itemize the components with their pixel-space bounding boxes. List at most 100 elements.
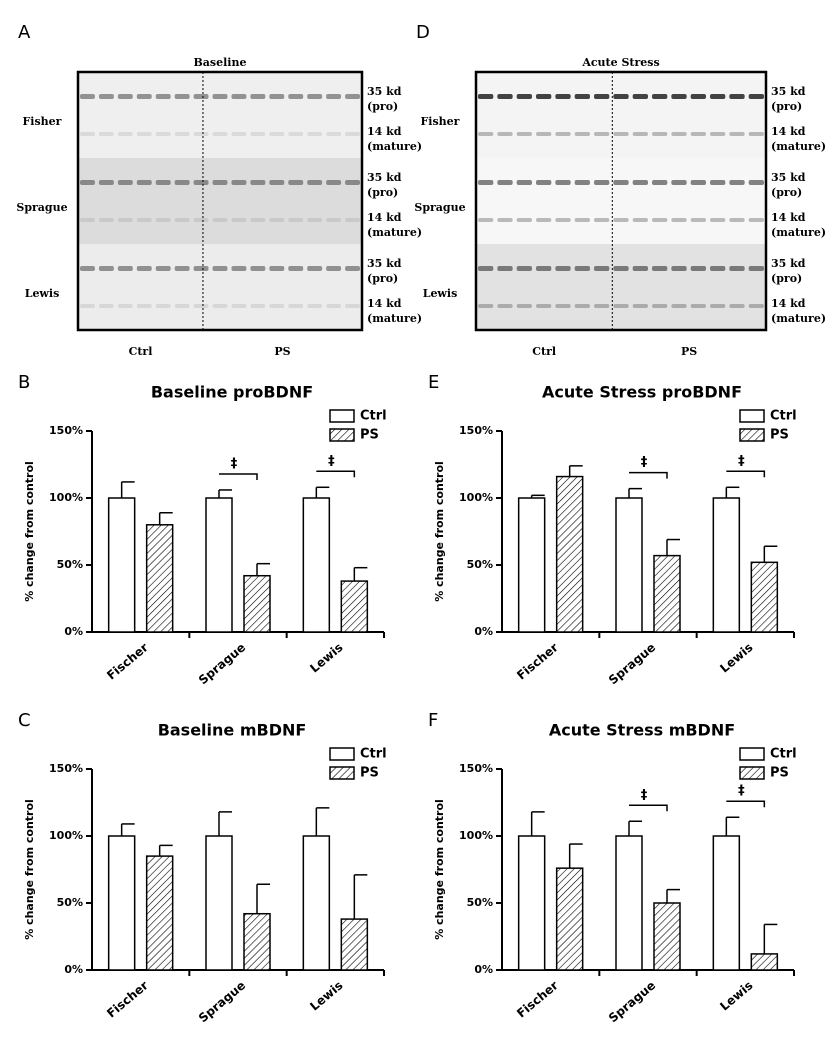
- band-label: 35 kd: [771, 171, 806, 184]
- band: [117, 180, 133, 185]
- band: [613, 132, 629, 136]
- group-label: Ctrl: [532, 345, 556, 358]
- row-label: Sprague: [414, 201, 465, 214]
- x-tick-label: Sprague: [196, 978, 248, 1025]
- band: [536, 304, 552, 308]
- band: [497, 218, 513, 222]
- band: [174, 304, 190, 308]
- band: [671, 218, 687, 222]
- band: [250, 266, 266, 271]
- legend-label: PS: [770, 766, 789, 781]
- band: [288, 94, 304, 99]
- significance-label: ‡: [738, 454, 745, 469]
- legend-label: Ctrl: [770, 747, 797, 762]
- band: [574, 94, 590, 99]
- band: [652, 180, 668, 185]
- band-label: (pro): [771, 272, 802, 285]
- band-label: (pro): [367, 186, 398, 199]
- x-tick-label: Sprague: [606, 978, 658, 1025]
- band: [326, 304, 342, 308]
- band: [594, 94, 610, 99]
- band-label: (pro): [367, 100, 398, 113]
- band: [516, 180, 532, 185]
- band: [231, 132, 247, 136]
- band: [478, 180, 494, 185]
- band: [594, 266, 610, 271]
- band-label: (pro): [771, 186, 802, 199]
- band: [710, 218, 726, 222]
- band: [80, 132, 95, 136]
- band: [193, 132, 209, 136]
- band-label: (mature): [367, 140, 422, 153]
- band-label: (mature): [367, 312, 422, 325]
- bar: [145, 855, 174, 971]
- panel-letter: C: [18, 710, 31, 731]
- band: [193, 180, 209, 185]
- blot-panel: D Acute Stress Fisher 35 kd (pro) 14 kd (matur…: [414, 22, 826, 358]
- band: [594, 218, 610, 222]
- band: [155, 218, 171, 222]
- chart-title: Acute Stress mBDNF: [549, 721, 735, 740]
- band: [193, 218, 209, 222]
- legend-swatch: [329, 428, 355, 442]
- band: [497, 94, 513, 99]
- band: [671, 180, 687, 185]
- band-label: 35 kd: [367, 257, 402, 270]
- band-label: (mature): [771, 140, 826, 153]
- band: [136, 304, 152, 308]
- bar: [517, 835, 546, 971]
- band: [231, 218, 247, 222]
- band-label: 35 kd: [367, 171, 402, 184]
- band: [269, 304, 285, 308]
- band: [516, 266, 532, 271]
- band: [555, 266, 571, 271]
- band: [652, 266, 668, 271]
- y-tick-label: 50%: [467, 896, 493, 909]
- band: [288, 132, 304, 136]
- bar: [653, 902, 681, 971]
- band: [729, 180, 745, 185]
- significance-label: ‡: [641, 455, 648, 470]
- bar: [340, 580, 369, 633]
- significance-bracket: [726, 800, 766, 808]
- blot-frame: [76, 70, 364, 332]
- chart-title: Baseline mBDNF: [158, 721, 307, 740]
- band: [98, 304, 114, 308]
- chart-panel: F Acute Stress mBDNF % change from control…: [428, 710, 797, 1025]
- band: [269, 94, 285, 99]
- band-label: 35 kd: [367, 85, 402, 98]
- band: [652, 218, 668, 222]
- band: [307, 94, 323, 99]
- band: [729, 266, 745, 271]
- band: [632, 132, 648, 136]
- band-label: (pro): [367, 272, 398, 285]
- band: [250, 180, 266, 185]
- band: [536, 218, 552, 222]
- band: [574, 132, 590, 136]
- band: [497, 180, 513, 185]
- band: [193, 304, 209, 308]
- band: [326, 266, 342, 271]
- group-label: PS: [681, 345, 697, 358]
- band: [574, 304, 590, 308]
- blot-panel: A Baseline Fisher 35 kd (pro) 14 kd (mature) Sp…: [16, 22, 422, 358]
- legend-label: Ctrl: [770, 409, 797, 424]
- row-label: Lewis: [423, 287, 458, 300]
- band: [536, 132, 552, 136]
- y-tick-label: 0%: [64, 625, 83, 638]
- band: [155, 180, 171, 185]
- band: [136, 180, 152, 185]
- band: [98, 132, 114, 136]
- band: [307, 266, 323, 271]
- bar: [555, 867, 584, 971]
- row-label: Fisher: [23, 115, 62, 128]
- band: [652, 94, 668, 99]
- bar: [302, 497, 331, 633]
- band-label: 14 kd: [771, 125, 806, 138]
- band: [117, 266, 133, 271]
- bar: [517, 497, 546, 633]
- legend-label: Ctrl: [360, 409, 387, 424]
- band: [516, 304, 532, 308]
- band: [478, 132, 494, 136]
